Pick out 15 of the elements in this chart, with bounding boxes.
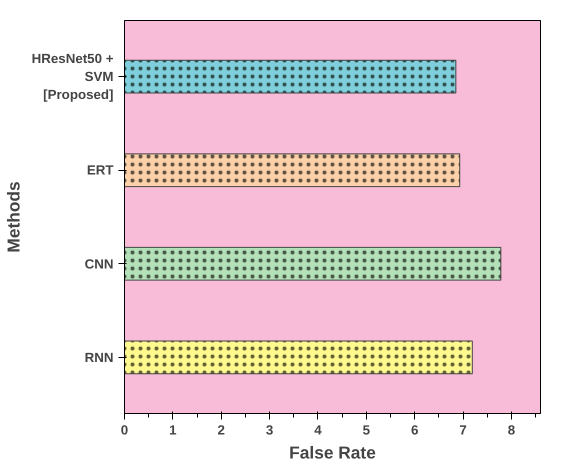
- x-tick-label: 5: [362, 422, 371, 438]
- x-tick-label: 7: [459, 422, 467, 438]
- y-tick-label: CNN: [84, 256, 114, 272]
- x-tick-label: 2: [218, 422, 225, 438]
- x-axis-title: False Rate: [289, 442, 376, 462]
- x-tick-label: 3: [266, 422, 274, 438]
- x-tick-label: 4: [314, 422, 322, 438]
- x-tick-label: 1: [169, 422, 178, 438]
- y-axis-title: Methods: [4, 181, 24, 253]
- x-tick-label: 6: [411, 422, 418, 438]
- y-tick-label: RNN: [84, 350, 114, 365]
- y-tick-label: ERT: [86, 162, 114, 178]
- x-tick-label: 0: [120, 422, 128, 438]
- y-tick-label: HResNet50 + SVM [Proposed]: [32, 51, 114, 102]
- x-tick-label: 8: [508, 422, 516, 438]
